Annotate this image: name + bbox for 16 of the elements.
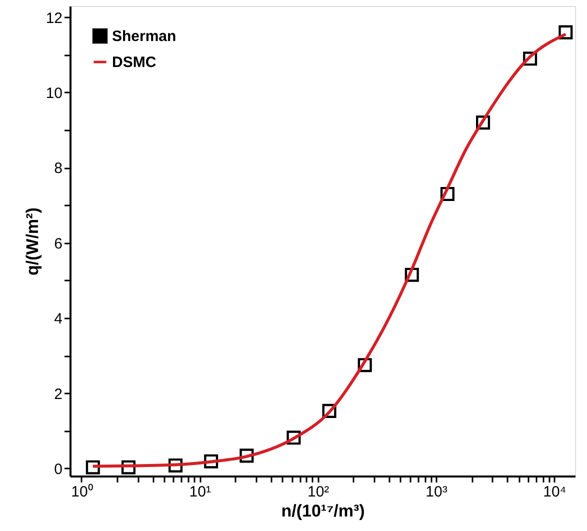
- x-tick-label: 10³: [426, 484, 448, 500]
- y-tick-label: 0: [54, 460, 62, 478]
- x-axis-title: n/(10¹⁷/m³): [281, 502, 365, 520]
- x-tick-label: 10⁴: [543, 484, 566, 500]
- x-tick-label: 10¹: [189, 484, 211, 500]
- y-tick-label: 4: [54, 310, 62, 328]
- y-tick-label: 6: [54, 235, 62, 252]
- y-tick-label: 12: [46, 10, 62, 27]
- y-tick-label: 10: [46, 84, 62, 102]
- y-axis-title: q/(W/m²): [22, 208, 42, 276]
- y-tick-label: 2: [54, 386, 62, 403]
- legend-label: DSMC: [112, 54, 156, 71]
- x-tick-label: 10²: [307, 484, 330, 500]
- x-tick-label: 10⁰: [71, 484, 93, 500]
- legend-label: Sherman: [112, 28, 176, 45]
- y-tick-label: 8: [54, 160, 62, 178]
